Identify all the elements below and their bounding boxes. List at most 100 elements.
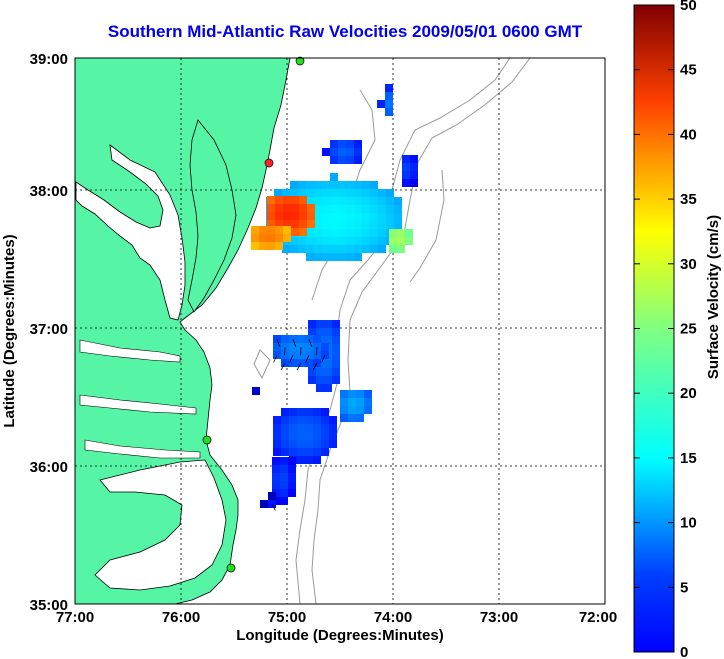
velocity-cell — [314, 237, 322, 245]
velocity-cell — [289, 343, 297, 351]
velocity-arrow — [321, 354, 326, 363]
station-marker — [202, 435, 212, 445]
velocity-cell — [298, 181, 306, 189]
velocity-cell — [275, 234, 283, 242]
velocity-cell — [385, 84, 393, 92]
velocity-cell — [338, 156, 346, 164]
velocity-cell — [362, 197, 370, 205]
velocity-cell — [394, 221, 402, 229]
velocity-cell — [394, 213, 402, 221]
velocity-cell — [305, 408, 313, 416]
velocity-cell — [370, 181, 378, 189]
velocity-cell — [378, 237, 386, 245]
velocity-cell — [297, 424, 305, 432]
velocity-cell — [289, 432, 297, 440]
velocity-cell — [338, 205, 346, 213]
velocity-cell — [385, 108, 393, 116]
velocity-cell — [291, 212, 299, 220]
velocity-cell — [378, 221, 386, 229]
x-tick-label: 75:00 — [268, 609, 306, 626]
velocity-cell — [267, 212, 275, 220]
velocity-cell — [290, 245, 298, 253]
velocity-cell — [346, 148, 354, 156]
velocity-cell — [405, 229, 413, 237]
velocity-cell — [314, 221, 322, 229]
velocity-cell — [297, 456, 305, 464]
y-tick-label: 35:00 — [30, 597, 68, 614]
velocity-cell — [378, 245, 386, 253]
velocity-cell — [273, 343, 281, 351]
x-tick-label: 76:00 — [162, 609, 200, 626]
velocity-cell — [354, 140, 362, 148]
velocity-cell — [354, 253, 362, 261]
velocity-cell — [305, 456, 313, 464]
velocity-cell — [289, 440, 297, 448]
velocity-cell — [332, 320, 340, 328]
colorbar-tick-label: 25 — [680, 321, 697, 338]
velocity-cell — [338, 140, 346, 148]
land-mass — [75, 58, 291, 604]
velocity-cell — [321, 432, 329, 440]
velocity-cell — [330, 181, 338, 189]
velocity-cell — [290, 189, 298, 197]
velocity-cell — [370, 229, 378, 237]
velocity-cell — [313, 456, 321, 464]
velocity-cell — [370, 245, 378, 253]
velocity-cell — [267, 204, 275, 212]
velocity-cell — [410, 179, 418, 187]
velocity-cell — [330, 229, 338, 237]
velocity-cell — [280, 497, 288, 505]
velocity-cell — [402, 163, 410, 171]
velocity-cell — [338, 189, 346, 197]
velocity-cell — [305, 416, 313, 424]
velocity-cell — [314, 181, 322, 189]
velocity-cell — [340, 414, 348, 422]
velocity-cell — [356, 398, 364, 406]
velocity-cell — [332, 368, 340, 376]
velocity-cell — [354, 156, 362, 164]
velocity-cell — [280, 457, 288, 465]
velocity-cell — [297, 432, 305, 440]
velocity-cell — [354, 181, 362, 189]
velocity-cell — [321, 424, 329, 432]
velocity-cell — [282, 189, 290, 197]
velocity-cell — [346, 237, 354, 245]
velocity-cell — [297, 408, 305, 416]
velocity-cell — [306, 189, 314, 197]
velocity-cell — [354, 197, 362, 205]
velocity-cell — [362, 213, 370, 221]
velocity-cell — [272, 473, 280, 481]
velocity-cell — [402, 179, 410, 187]
velocity-cell — [305, 424, 313, 432]
velocity-cell — [378, 189, 386, 197]
velocity-arrows — [271, 338, 326, 511]
velocity-cell — [364, 406, 372, 414]
velocity-cell — [340, 406, 348, 414]
velocity-cell — [324, 360, 332, 368]
velocity-cell — [389, 245, 397, 253]
velocity-cell — [330, 148, 338, 156]
velocity-cell — [378, 213, 386, 221]
velocity-cell — [322, 253, 330, 261]
velocity-cell — [314, 245, 322, 253]
velocity-cell — [338, 221, 346, 229]
velocity-cell — [305, 440, 313, 448]
velocity-cell — [291, 228, 299, 236]
velocity-cell — [332, 376, 340, 384]
x-tick-label: 72:00 — [579, 609, 617, 626]
velocity-cell — [308, 368, 316, 376]
velocity-arrow — [312, 362, 318, 371]
velocity-cell — [354, 229, 362, 237]
velocity-cell — [273, 448, 281, 456]
velocity-cell — [397, 245, 405, 253]
river-inlet-3 — [84, 439, 201, 459]
velocity-cell — [291, 204, 299, 212]
station-marker — [226, 563, 236, 573]
velocity-cell — [275, 196, 283, 204]
velocity-cell — [291, 220, 299, 228]
velocity-cell — [338, 181, 346, 189]
velocity-cell — [299, 228, 307, 236]
velocity-cell — [259, 226, 267, 234]
velocity-cell — [305, 343, 313, 351]
velocity-cell — [288, 457, 296, 465]
